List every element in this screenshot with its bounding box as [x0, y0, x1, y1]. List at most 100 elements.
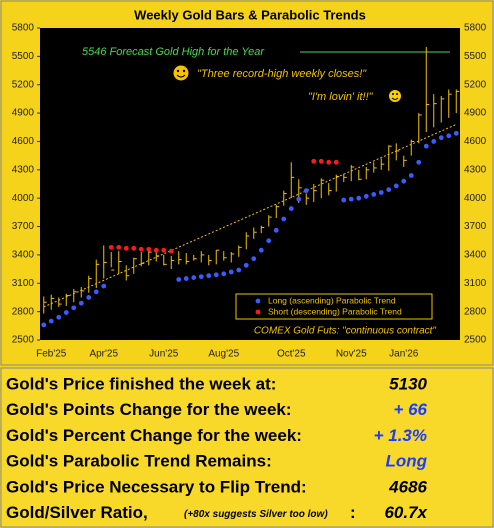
x-tick-label: Feb'25	[36, 349, 67, 360]
trend-dot	[86, 295, 92, 300]
trend-dot	[408, 173, 414, 178]
x-tick-label: Jun'25	[149, 349, 179, 360]
stat-value: 5130	[389, 374, 427, 393]
y2-tick-label: 4000	[464, 193, 487, 204]
y-tick-label: 5200	[12, 79, 35, 90]
y-tick-label: 2800	[12, 306, 35, 317]
trend-dot	[363, 193, 369, 199]
trend-dot	[198, 274, 204, 280]
trend-dot	[356, 195, 362, 201]
trend-dot	[146, 246, 152, 252]
stat-value: Long	[385, 452, 427, 471]
y2-tick-label: 3400	[464, 250, 487, 261]
trend-dot	[161, 247, 167, 253]
trend-dot	[138, 246, 144, 252]
y2-tick-label: 5500	[464, 51, 487, 62]
stat-value: 4686	[388, 477, 427, 496]
stat-label: Gold's Parabolic Trend Remains:	[6, 452, 272, 471]
trend-dot	[341, 197, 347, 203]
trend-dot	[288, 206, 294, 211]
trend-dot	[108, 244, 114, 250]
y2-tick-label: 2800	[464, 306, 487, 317]
y-tick-label: 3100	[12, 278, 35, 289]
trend-dot	[453, 130, 459, 136]
trend-dot	[131, 245, 137, 251]
y2-tick-label: 5200	[464, 79, 487, 90]
forecast-label: 5546 Forecast Gold High for the Year	[82, 46, 265, 58]
stat-label: Gold's Percent Change for the week:	[6, 426, 302, 445]
annotation: "I'm lovin' it!!"	[308, 91, 374, 103]
ratio-label: Gold/Silver Ratio,	[6, 503, 148, 522]
y-tick-label: 5500	[12, 51, 35, 62]
trend-dot	[318, 158, 324, 164]
trend-dot	[228, 269, 234, 275]
trend-dot	[416, 159, 422, 165]
y2-tick-label: 3700	[464, 221, 487, 232]
x-tick-label: Apr'25	[89, 349, 118, 360]
y-tick-label: 3700	[12, 221, 35, 232]
sun-icon	[173, 65, 189, 81]
legend-marker	[255, 309, 261, 315]
trend-dot	[296, 196, 302, 202]
trend-dot	[333, 159, 339, 165]
y2-tick-label: 4300	[464, 164, 487, 175]
y-tick-label: 4300	[12, 164, 35, 175]
trend-dot	[326, 159, 332, 165]
trend-dot	[258, 247, 264, 253]
trend-dot	[378, 190, 384, 195]
trend-dot	[101, 283, 107, 289]
annotation: COMEX Gold Futs: "continuous contract"	[254, 326, 437, 337]
trend-dot	[236, 267, 242, 273]
legend-marker	[255, 298, 261, 304]
plot-area	[40, 28, 460, 340]
trend-dot	[63, 310, 69, 315]
trend-dot	[93, 289, 99, 295]
trend-dot	[348, 196, 354, 202]
stat-label: Gold's Price Necessary to Flip Trend:	[6, 477, 307, 496]
trend-dot	[183, 276, 189, 281]
trend-dot	[243, 262, 249, 268]
stat-value: + 66	[393, 400, 427, 419]
y2-tick-label: 4600	[464, 136, 487, 147]
trend-dot	[123, 245, 129, 251]
trend-dot	[191, 275, 197, 280]
x-tick-label: Oct'25	[277, 349, 306, 360]
trend-dot	[56, 314, 62, 320]
trend-dot	[371, 192, 377, 197]
y-tick-label: 5800	[12, 23, 35, 34]
trend-dot	[116, 244, 122, 250]
x-tick-label: Jan'26	[389, 349, 419, 360]
trend-dot	[78, 300, 84, 306]
y2-tick-label: 2500	[464, 335, 487, 346]
y2-tick-label: 4900	[464, 108, 487, 119]
annotation: "Three record-high weekly closes!"	[197, 68, 367, 80]
trend-dot	[393, 183, 399, 189]
trend-dot	[251, 256, 257, 262]
trend-dot	[273, 227, 279, 233]
legend-label: Short (descending) Parabolic Trend	[268, 306, 402, 316]
y-tick-label: 4600	[12, 136, 35, 147]
trend-dot	[41, 322, 47, 328]
trend-dot	[401, 178, 407, 184]
trend-dot	[221, 271, 227, 277]
trend-dot	[303, 188, 309, 194]
stats-panel	[0, 367, 494, 528]
trend-dot	[176, 277, 182, 282]
y-tick-label: 4900	[12, 108, 35, 119]
stat-label: Gold's Points Change for the week:	[6, 400, 292, 419]
y2-tick-label: 5800	[464, 23, 487, 34]
x-tick-label: Aug'25	[208, 349, 239, 360]
trend-dot	[431, 139, 437, 144]
trend-dot	[266, 238, 272, 244]
y-tick-label: 3400	[12, 250, 35, 261]
trend-dot	[168, 248, 174, 254]
chart-title: Weekly Gold Bars & Parabolic Trends	[134, 7, 366, 22]
trend-dot	[423, 143, 429, 149]
x-tick-label: Nov'25	[336, 349, 367, 360]
stat-label: Gold's Price finished the week at:	[6, 374, 276, 393]
trend-dot	[213, 272, 219, 278]
trend-dot	[281, 216, 287, 222]
trend-dot	[386, 187, 392, 193]
trend-dot	[438, 135, 444, 141]
